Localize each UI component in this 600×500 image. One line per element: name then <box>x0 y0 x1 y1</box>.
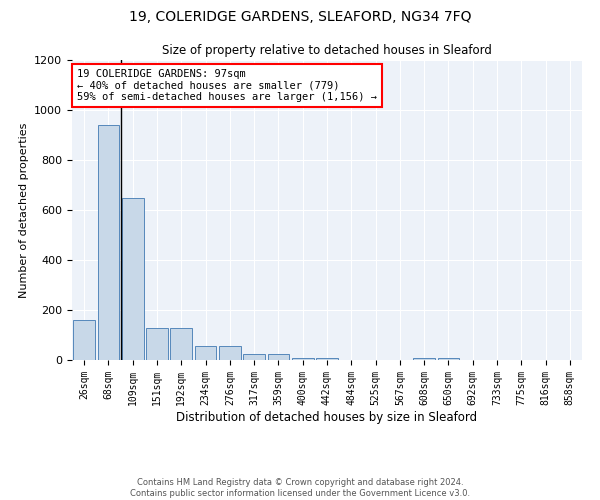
Bar <box>122 198 143 360</box>
Bar <box>437 358 460 360</box>
Bar <box>243 354 265 360</box>
X-axis label: Distribution of detached houses by size in Sleaford: Distribution of detached houses by size … <box>176 410 478 424</box>
Bar <box>146 328 168 360</box>
Text: 19 COLERIDGE GARDENS: 97sqm
← 40% of detached houses are smaller (779)
59% of se: 19 COLERIDGE GARDENS: 97sqm ← 40% of det… <box>77 69 377 102</box>
Bar <box>73 320 95 360</box>
Bar <box>413 358 435 360</box>
Text: 19, COLERIDGE GARDENS, SLEAFORD, NG34 7FQ: 19, COLERIDGE GARDENS, SLEAFORD, NG34 7F… <box>129 10 471 24</box>
Title: Size of property relative to detached houses in Sleaford: Size of property relative to detached ho… <box>162 44 492 58</box>
Bar <box>316 358 338 360</box>
Text: Contains HM Land Registry data © Crown copyright and database right 2024.
Contai: Contains HM Land Registry data © Crown c… <box>130 478 470 498</box>
Y-axis label: Number of detached properties: Number of detached properties <box>19 122 29 298</box>
Bar <box>97 125 119 360</box>
Bar <box>292 358 314 360</box>
Bar <box>194 346 217 360</box>
Bar <box>170 328 192 360</box>
Bar <box>268 354 289 360</box>
Bar <box>219 346 241 360</box>
